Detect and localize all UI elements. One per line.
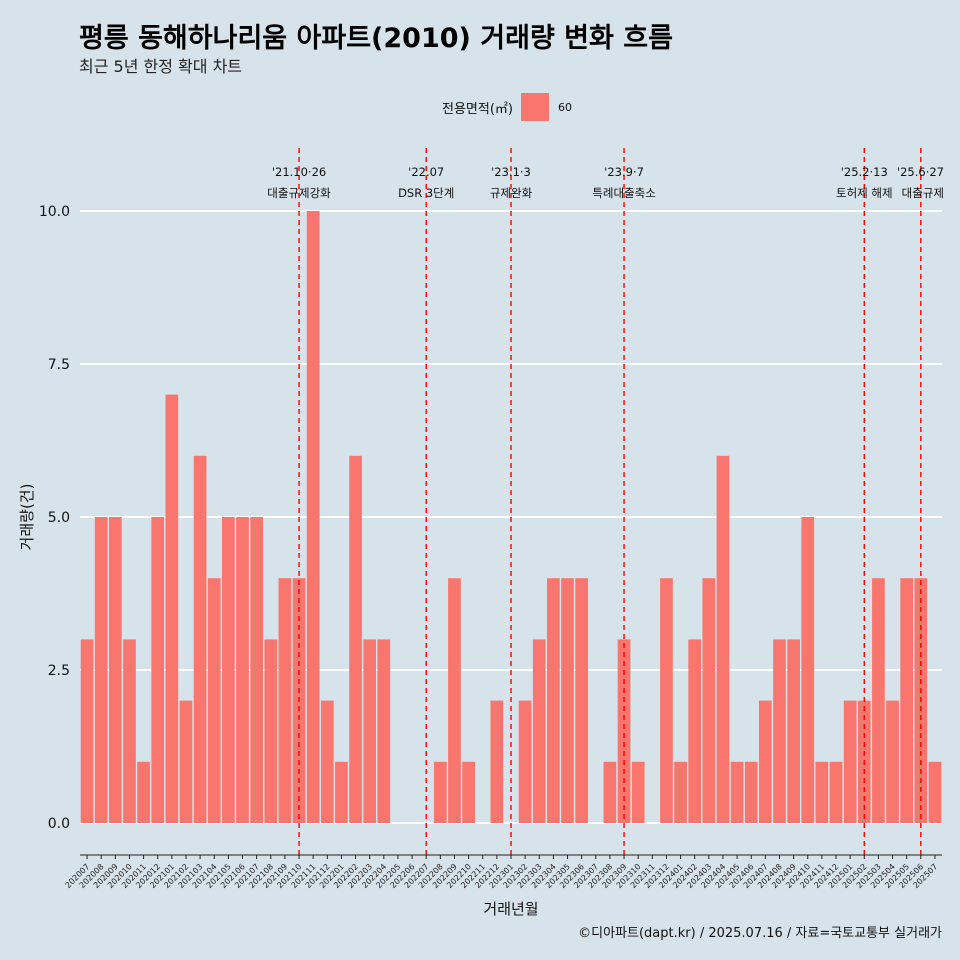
bar-202406 [744,761,758,823]
bar-202504 [886,700,899,823]
bar-202201 [335,761,348,823]
bar-202405 [730,761,744,823]
bar-202203 [363,639,377,823]
y-tick-label: 2.5 [48,663,70,679]
bar-202402 [688,639,702,823]
bar-202009 [108,517,122,823]
bar-202312 [660,578,673,823]
bar-202208 [433,761,447,823]
event-lines [298,148,922,855]
bar-202102 [179,700,193,823]
bar-202007 [80,639,94,823]
bar-202410 [801,517,815,823]
bar-202010 [123,639,136,823]
event-label: 대출규제강화 [267,186,331,200]
event-label: 토허제 해제 [836,186,893,200]
bar-202305 [561,578,574,823]
bar-202105 [222,517,235,823]
y-tick-label: 5.0 [48,510,70,526]
legend-label-60: 60 [557,100,572,114]
x-axis: 2020072020082020092020102020112020122021… [64,854,942,890]
legend-swatch-60 [520,93,549,121]
source-caption: ©디아파트(dapt.kr) / 2025.07.16 / 자료=국토교통부 실… [578,926,942,941]
bar-202112 [320,700,334,823]
bar-202212 [490,700,504,823]
bar-202302 [518,700,532,823]
bar-202204 [377,639,391,823]
y-tick-label: 0.0 [48,816,70,832]
bar-202107 [250,517,263,823]
bar-202505 [900,578,914,823]
bar-202409 [787,639,800,823]
event-label: 규제완화 [490,186,533,200]
bar-202306 [575,578,589,823]
event-annotations: '21.10·26 대출규제강화 '22.07 DSR 3단계 '23.1·3 규제완화 '… [267,165,944,200]
bar-202108 [264,639,278,823]
bar-202303 [532,639,546,823]
bar-202408 [773,639,786,823]
bar-202404 [716,455,730,823]
bar-202008 [94,517,108,823]
bar-202401 [674,761,687,823]
event-date: '23.1·3 [491,165,531,179]
bar-202111 [306,211,320,823]
bar-202507 [928,761,942,823]
chart-title: 평릉 동해하나리움 아파트(2010) 거래량 변화 흐름 [79,23,673,54]
bar-202310 [631,761,645,823]
event-date: '22.07 [408,165,444,179]
bar-202101 [165,394,179,823]
event-date: '21.10·26 [272,165,326,179]
bar-202104 [207,578,221,823]
event-label: 특례대출축소 [592,186,655,200]
bars [80,211,942,823]
bar-202412 [829,761,843,823]
bar-202308 [603,761,617,823]
bar-202103 [193,455,207,823]
bar-202503 [872,578,885,823]
y-tick-label: 10.0 [39,204,70,220]
y-tick-label: 7.5 [48,357,70,373]
event-label: DSR 3단계 [398,186,454,200]
bar-202210 [462,761,475,823]
legend-title: 전용면적(㎡) [442,101,513,117]
event-label: 대출규제 [902,186,944,200]
bar-202309 [617,639,631,823]
legend: 전용면적(㎡) 60 [442,93,572,121]
event-date: '25.2·13 [841,165,888,179]
bar-202501 [843,700,857,823]
y-axis-title: 거래량(건) [18,484,36,551]
y-axis-ticks: 0.0 2.5 5.0 7.5 10.0 [39,204,70,832]
bar-202109 [278,578,292,823]
bar-202304 [547,578,560,823]
chart-subtitle: 최근 5년 한정 확대 차트 [79,57,243,76]
bar-202106 [236,517,249,823]
event-date: '25.6·27 [897,165,944,179]
bar-202407 [759,700,772,823]
bar-202012 [151,517,165,823]
bar-202011 [137,761,150,823]
bar-202411 [815,761,829,823]
bar-202209 [448,578,461,823]
bar-202403 [702,578,716,823]
event-date: '23.9·7 [604,165,644,179]
x-axis-title: 거래년월 [483,900,538,918]
bar-202202 [349,455,362,823]
